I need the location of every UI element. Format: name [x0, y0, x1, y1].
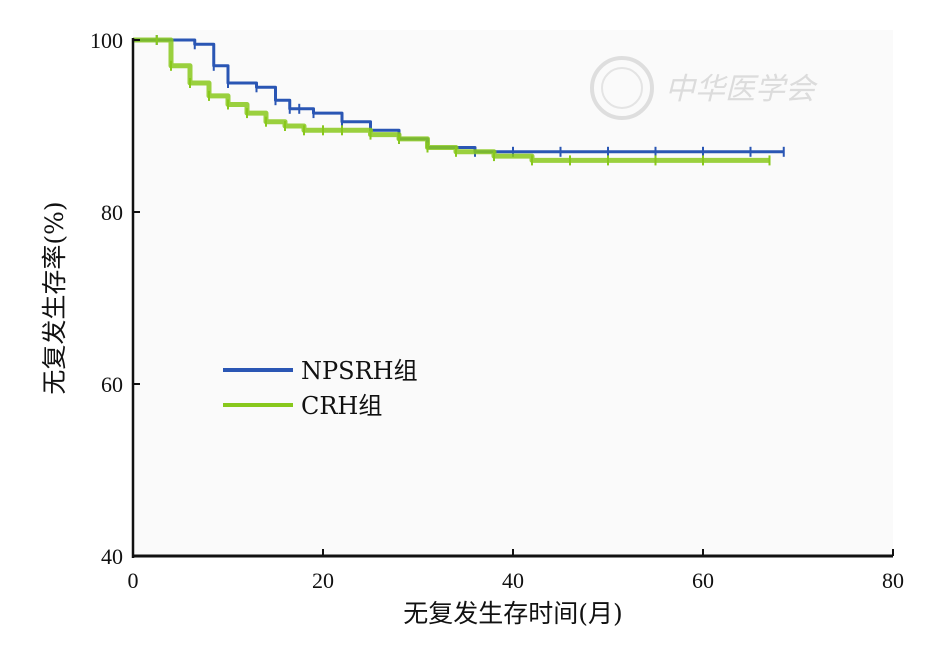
series-line-npsrh: [133, 38, 784, 154]
y-tick-label: 80: [101, 200, 123, 225]
x-tick-label: 40: [502, 568, 524, 593]
watermark-text: 中华医学会: [665, 72, 818, 107]
legend-label-crh: CRH组: [301, 392, 382, 420]
legend-label-npsrh: NPSRH组: [301, 357, 418, 385]
watermark-seal-icon: [590, 56, 654, 120]
y-axis-title: 无复发生存率(%): [40, 201, 69, 394]
y-tick-label: 100: [90, 28, 123, 53]
x-tick-label: 80: [882, 568, 904, 593]
watermark-seal-inner: [601, 67, 643, 109]
x-tick-label: 0: [128, 568, 139, 593]
watermark: 中华医学会: [590, 56, 818, 120]
x-tick-label: 60: [692, 568, 714, 593]
tick-layer: 0 20 40 60 80 40 60 80 100: [90, 28, 904, 593]
legend: NPSRH组 CRH组: [223, 357, 418, 420]
plot-background: [133, 30, 893, 558]
x-axis-title: 无复发生存时间(月): [403, 599, 623, 628]
series-layer: [133, 35, 785, 166]
y-tick-label: 60: [101, 372, 123, 397]
y-tick-label: 40: [101, 544, 123, 569]
x-tick-label: 20: [312, 568, 334, 593]
